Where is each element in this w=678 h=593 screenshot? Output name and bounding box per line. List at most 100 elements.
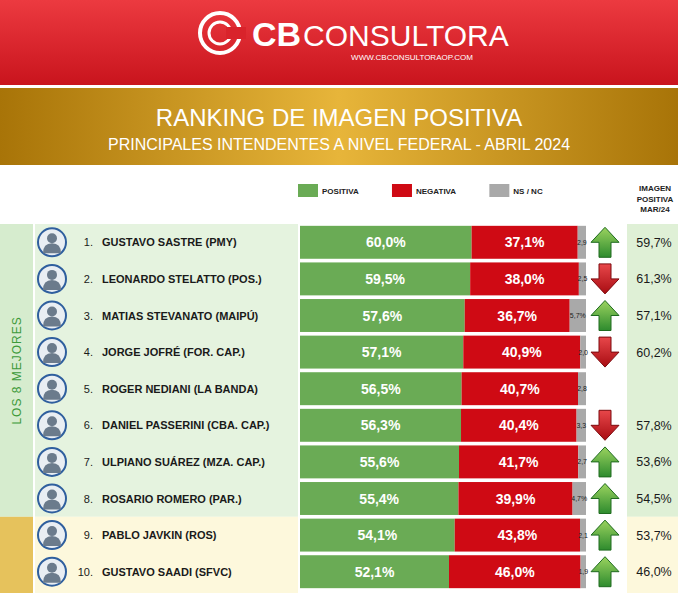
bar-segment (300, 262, 470, 295)
bar-segment (449, 555, 581, 588)
avatar-shape (43, 463, 61, 473)
data-label: 57,1% (362, 344, 402, 360)
data-label: 2,8 (577, 385, 587, 392)
bars (300, 226, 586, 588)
data-label: 37,1% (505, 234, 545, 250)
avatar-shape (38, 411, 66, 439)
bar-segment (578, 372, 586, 405)
avatar (38, 302, 66, 330)
avatar-shape (38, 265, 66, 293)
rank-label: 8. (84, 493, 93, 505)
other-label-bg (35, 517, 298, 593)
data-label: 2,1 (578, 532, 588, 539)
prev-value: 53,6% (636, 455, 671, 469)
category-label: GUSTAVO SAADI (SFVC) (102, 566, 232, 578)
rank-label: 1. (84, 236, 93, 248)
data-label: 2,0 (578, 349, 588, 356)
avatar (38, 228, 66, 256)
prev-value: 59,7% (636, 236, 671, 250)
category-label: ULPIANO SUÁREZ (MZA. CAP.) (102, 456, 265, 468)
prev-value: 53,7% (636, 529, 671, 543)
avatar-shape (43, 243, 61, 253)
title: RANKING DE IMAGEN POSITIVA (156, 104, 522, 131)
data-label: 46,0% (495, 564, 535, 580)
bar-segment (300, 519, 455, 552)
avatar-shape (43, 353, 61, 363)
avatar-shape (47, 270, 57, 280)
data-label: 40,4% (499, 417, 539, 433)
data-label: 60,0% (366, 234, 406, 250)
avatar (38, 521, 66, 549)
avatar-shape (38, 228, 66, 256)
group-label-bg (35, 224, 298, 517)
avatar-shape (43, 426, 61, 436)
bar-segment (465, 299, 570, 332)
avatar-shape (38, 485, 66, 513)
trend-up (591, 484, 619, 514)
prev-header-line: IMAGEN (639, 184, 671, 193)
data-label: 55,4% (359, 491, 399, 507)
prev-value: 61,3% (636, 272, 671, 286)
avatar (38, 375, 66, 403)
bar-segment (463, 336, 580, 369)
brand-url: WWW.CBCONSULTORAOP.COM (351, 53, 473, 62)
legend: POSITIVANEGATIVANS / NC (298, 184, 543, 197)
trend-down (591, 410, 619, 440)
avatar-shape (38, 448, 66, 476)
bar-segment (470, 262, 579, 295)
bar-segment (300, 299, 465, 332)
prev-other-bg (627, 517, 678, 593)
data-label: 2,5 (578, 275, 588, 282)
trend-up (591, 520, 619, 550)
avatar-shape (38, 521, 66, 549)
trend-up (591, 227, 619, 257)
bar-segment (458, 482, 572, 515)
avatar-shape (43, 280, 61, 290)
bar-segment (455, 519, 580, 552)
trend-up (591, 447, 619, 477)
category-label: ROSARIO ROMERO (PAR.) (102, 493, 242, 505)
avatar-shape (47, 563, 57, 573)
avatar-shape (43, 317, 61, 327)
data-label: 3,3 (576, 422, 586, 429)
data-label: 54,1% (358, 527, 398, 543)
group-label: LOS 8 MEJORES (10, 316, 24, 424)
prev-header-line: MAR/24 (640, 205, 670, 214)
prev-value: 54,5% (636, 492, 671, 506)
data-label: 5,7% (570, 312, 586, 319)
trend-up (591, 301, 619, 331)
data-label: 43,8% (498, 527, 538, 543)
bar-segment (300, 336, 463, 369)
category-label: ROGER NEDIANI (LA BANDA) (102, 383, 258, 395)
avatar-shape (47, 307, 57, 317)
trend-up (591, 557, 619, 587)
brand-name: CB (252, 15, 301, 53)
category-label: LEONARDO STELATTO (POS.) (102, 273, 262, 285)
brand: CBCONSULTORA (252, 15, 509, 53)
bar-segment (300, 409, 461, 442)
avatar-shape (47, 380, 57, 390)
avatar-shape (38, 338, 66, 366)
bar-segment (300, 445, 459, 478)
other-strip (0, 517, 33, 593)
avatar-shape (43, 536, 61, 546)
prev-group-bg (627, 224, 678, 517)
bar-segment (461, 409, 577, 442)
avatar-shape (47, 526, 57, 536)
data-label: 4,7% (571, 495, 587, 502)
legend-label: POSITIVA (322, 187, 359, 196)
bar-segment (577, 409, 586, 442)
bar-segment (472, 226, 578, 259)
avatar (38, 485, 66, 513)
data-label: 2,9 (577, 239, 587, 246)
bar-segment (300, 226, 472, 259)
avatar-shape (47, 453, 57, 463)
trend-down (591, 337, 619, 367)
avatar-shape (43, 573, 61, 583)
rank-label: 9. (84, 529, 93, 541)
category-label: JORGE JOFRÉ (FOR. CAP.) (102, 346, 245, 358)
prev-value: 46,0% (636, 565, 671, 579)
prev-header: IMAGENPOSITIVAMAR/24 (637, 184, 674, 214)
data-label: 41,7% (499, 454, 539, 470)
data-label: 40,9% (502, 344, 542, 360)
